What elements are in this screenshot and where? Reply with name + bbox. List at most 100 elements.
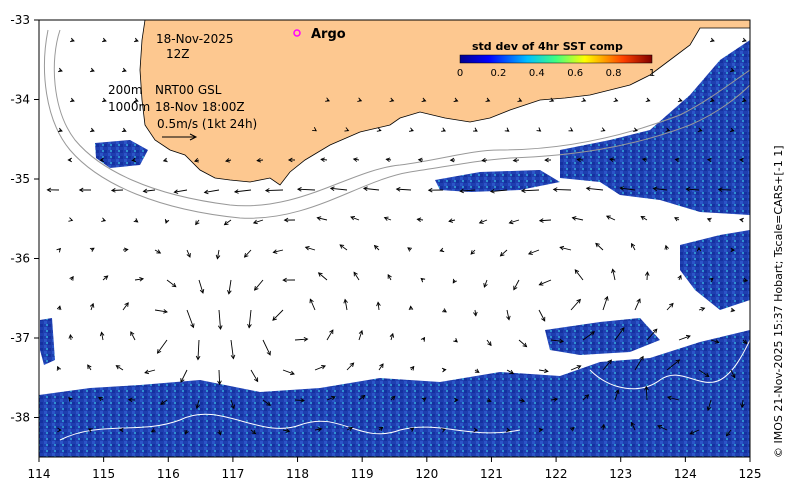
speed-scale-label: 0.5m/s (1kt 24h) [157, 117, 257, 131]
current-arrow [666, 303, 674, 311]
current-arrowhead [644, 385, 649, 391]
current-arrowhead [427, 187, 433, 193]
current-arrowhead [186, 252, 191, 258]
current-arrowhead [473, 427, 479, 433]
current-arrowhead [630, 421, 636, 427]
current-arrowhead [78, 187, 84, 193]
y-tick-label: -38 [10, 411, 30, 425]
current-arrow [570, 365, 581, 371]
current-arrowhead [385, 157, 391, 163]
current-arrowhead [88, 428, 93, 433]
current-arrowhead [417, 157, 423, 163]
current-arrowhead [697, 127, 703, 133]
contour-1000m [44, 29, 750, 219]
current-arrowhead [56, 247, 62, 253]
current-arrowhead [644, 271, 650, 276]
current-arrowhead [133, 218, 139, 223]
sst-contour [59, 413, 521, 441]
current-arrowhead [709, 97, 715, 103]
current-arrowhead [730, 247, 736, 253]
current-arrow [353, 272, 360, 281]
current-arrowhead [677, 274, 682, 280]
current-arrowhead [677, 97, 683, 103]
current-arrow [653, 188, 668, 191]
current-arrowhead [522, 342, 528, 348]
current-arrowhead [57, 67, 63, 73]
current-arrowhead [358, 329, 364, 335]
current-arrowhead [317, 272, 323, 277]
current-arrowhead [416, 217, 422, 222]
current-arrowhead [390, 395, 396, 401]
current-arrowhead [264, 188, 270, 193]
current-arrowhead [164, 218, 170, 224]
x-tick-label: 114 [28, 467, 51, 481]
current-arrowhead [215, 254, 221, 260]
current-arrowhead [99, 331, 105, 337]
current-arrowhead [203, 189, 209, 195]
current-arrowhead [227, 289, 232, 295]
current-arrowhead [68, 333, 74, 339]
current-arrow [479, 219, 488, 224]
current-arrow [538, 309, 546, 322]
current-arrowhead [601, 423, 606, 429]
current-arrowhead [296, 187, 302, 192]
current-arrowhead [163, 309, 168, 314]
current-arrow [634, 298, 641, 311]
current-arrow [197, 339, 200, 360]
current-arrowhead [741, 37, 747, 43]
current-arrow [230, 339, 234, 359]
sst-patch-mid [435, 170, 560, 192]
current-arrow [377, 302, 380, 311]
current-arrowhead [420, 277, 426, 283]
current-arrowhead [740, 403, 745, 409]
current-arrowhead [230, 404, 236, 410]
x-tick-label: 121 [480, 467, 503, 481]
current-arrow [250, 429, 256, 434]
current-arrowhead [652, 186, 658, 192]
current-arrowhead [69, 37, 75, 43]
current-arrowhead [253, 286, 259, 291]
colorbar-tick-label: 1 [649, 68, 655, 79]
current-arrowhead [321, 364, 326, 370]
current-arrow [314, 428, 322, 431]
current-arrow [253, 219, 264, 224]
current-arrowhead [300, 398, 306, 403]
current-arrowhead [360, 394, 366, 400]
current-arrow [460, 189, 476, 192]
current-arrowhead [217, 430, 222, 436]
hour-label: 12Z [166, 47, 190, 61]
current-arrowhead [160, 400, 166, 405]
current-arrowhead [717, 187, 723, 192]
current-arrowhead [150, 428, 156, 433]
current-arrow [560, 246, 572, 251]
current-arrowhead [741, 97, 747, 103]
sst-patch-small [40, 318, 55, 365]
current-arrow [265, 189, 284, 192]
current-arrowhead [538, 427, 544, 433]
current-arrowhead [285, 428, 291, 433]
current-arrow [166, 279, 177, 288]
current-arrowhead [287, 157, 293, 163]
current-arrow [346, 362, 354, 371]
current-arrow [667, 396, 680, 401]
current-arrowhead [344, 127, 350, 132]
current-arrowhead [57, 127, 63, 133]
current-arrowhead [409, 127, 414, 132]
current-arrowhead [478, 219, 484, 224]
current-arrowhead [67, 157, 73, 163]
current-arrowhead [541, 316, 546, 322]
x-tick-label: 116 [157, 467, 180, 481]
current-arrow [218, 369, 221, 385]
colorbar-tick-label: 0.2 [490, 68, 506, 79]
current-arrowhead [453, 337, 458, 343]
current-arrowhead [538, 281, 544, 286]
current-arrowhead [329, 186, 335, 191]
current-arrowhead [633, 127, 639, 132]
current-arrowhead [441, 367, 447, 373]
current-arrow [262, 339, 271, 356]
current-arrowhead [121, 67, 127, 73]
current-arrowhead [46, 187, 52, 193]
current-arrowhead [173, 189, 179, 194]
current-arrowhead [98, 396, 103, 402]
current-arrowhead [317, 427, 323, 432]
